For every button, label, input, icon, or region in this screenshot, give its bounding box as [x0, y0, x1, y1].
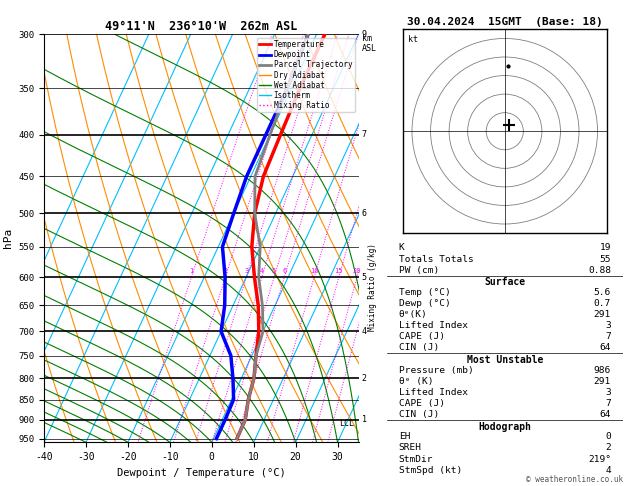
- Text: Temp (°C): Temp (°C): [399, 288, 450, 297]
- Text: 30.04.2024  15GMT  (Base: 18): 30.04.2024 15GMT (Base: 18): [407, 17, 603, 27]
- Text: 19: 19: [599, 243, 611, 253]
- Text: StmSpd (kt): StmSpd (kt): [399, 466, 462, 475]
- Text: 3: 3: [605, 388, 611, 397]
- Text: © weatheronline.co.uk: © weatheronline.co.uk: [526, 474, 623, 484]
- Text: Lifted Index: Lifted Index: [399, 388, 467, 397]
- Text: 1: 1: [189, 268, 194, 274]
- Text: 3: 3: [605, 321, 611, 330]
- Text: θᵉ(K): θᵉ(K): [399, 310, 427, 319]
- Y-axis label: hPa: hPa: [3, 228, 13, 248]
- Text: CIN (J): CIN (J): [399, 410, 439, 419]
- Text: Most Unstable: Most Unstable: [467, 355, 543, 365]
- Text: 2: 2: [223, 268, 228, 274]
- Legend: Temperature, Dewpoint, Parcel Trajectory, Dry Adiabat, Wet Adiabat, Isotherm, Mi: Temperature, Dewpoint, Parcel Trajectory…: [257, 38, 355, 112]
- Text: 5: 5: [272, 268, 276, 274]
- Text: Mixing Ratio (g/kg): Mixing Ratio (g/kg): [368, 243, 377, 331]
- Text: 2: 2: [605, 444, 611, 452]
- Title: 49°11'N  236°10'W  262m ASL: 49°11'N 236°10'W 262m ASL: [105, 20, 298, 33]
- Text: 4: 4: [260, 268, 264, 274]
- Text: 2: 2: [362, 374, 367, 383]
- X-axis label: Dewpoint / Temperature (°C): Dewpoint / Temperature (°C): [117, 468, 286, 478]
- Text: 3: 3: [244, 268, 248, 274]
- Text: 64: 64: [599, 344, 611, 352]
- Text: 6: 6: [282, 268, 286, 274]
- Text: Dewp (°C): Dewp (°C): [399, 299, 450, 308]
- Text: 20: 20: [353, 268, 361, 274]
- Text: 0.7: 0.7: [594, 299, 611, 308]
- Text: 219°: 219°: [588, 454, 611, 464]
- Text: 6: 6: [362, 209, 367, 218]
- Text: 1: 1: [362, 415, 367, 424]
- Text: 5: 5: [362, 273, 367, 282]
- Text: km
ASL: km ASL: [362, 34, 377, 53]
- Text: 4: 4: [605, 466, 611, 475]
- Text: EH: EH: [399, 433, 410, 441]
- Text: 7: 7: [605, 399, 611, 408]
- Text: Totals Totals: Totals Totals: [399, 255, 474, 263]
- Text: kt: kt: [408, 35, 418, 44]
- Text: 0.88: 0.88: [588, 266, 611, 275]
- Text: 291: 291: [594, 310, 611, 319]
- Text: K: K: [399, 243, 404, 253]
- Text: 15: 15: [335, 268, 343, 274]
- Text: 7: 7: [362, 130, 367, 139]
- Text: Surface: Surface: [484, 278, 525, 287]
- Text: 4: 4: [362, 327, 367, 336]
- Text: 7: 7: [605, 332, 611, 341]
- Text: CIN (J): CIN (J): [399, 344, 439, 352]
- Text: SREH: SREH: [399, 444, 421, 452]
- Text: Lifted Index: Lifted Index: [399, 321, 467, 330]
- Text: 55: 55: [599, 255, 611, 263]
- Text: CAPE (J): CAPE (J): [399, 332, 445, 341]
- Text: θᵉ (K): θᵉ (K): [399, 377, 433, 386]
- Text: LCL: LCL: [339, 419, 354, 428]
- Text: StmDir: StmDir: [399, 454, 433, 464]
- Text: CAPE (J): CAPE (J): [399, 399, 445, 408]
- Text: 0: 0: [605, 433, 611, 441]
- Text: Hodograph: Hodograph: [478, 422, 532, 432]
- Text: PW (cm): PW (cm): [399, 266, 439, 275]
- Text: 986: 986: [594, 366, 611, 375]
- Text: 64: 64: [599, 410, 611, 419]
- Text: 9: 9: [362, 30, 367, 38]
- Text: 10: 10: [310, 268, 318, 274]
- Text: Pressure (mb): Pressure (mb): [399, 366, 474, 375]
- Text: 5.6: 5.6: [594, 288, 611, 297]
- Text: 291: 291: [594, 377, 611, 386]
